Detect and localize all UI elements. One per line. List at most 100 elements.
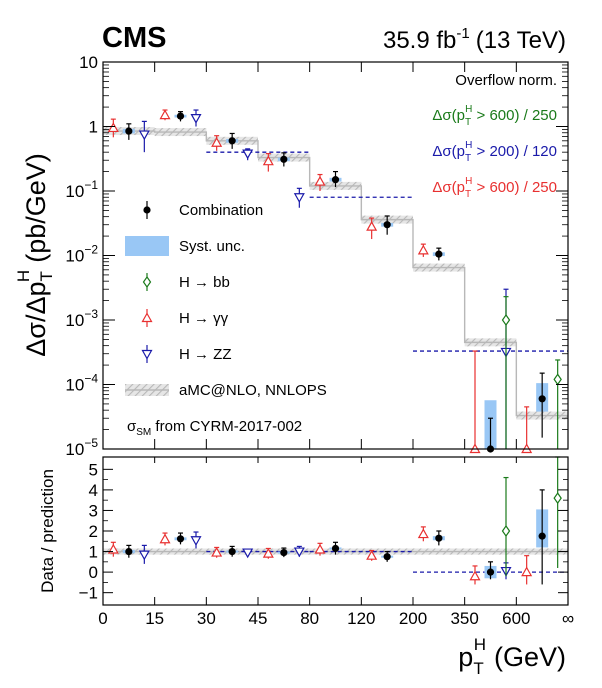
legend-sm-text: σ — [127, 418, 137, 435]
legend-hbb-label: H → bb — [179, 274, 230, 291]
energy-label: (13 TeV) — [476, 27, 566, 54]
luminosity-exponent: -1 — [456, 25, 469, 42]
legend-hzz-label: H → ZZ — [179, 346, 232, 363]
legend-hzz-marker — [141, 349, 153, 360]
legend-hzz-text: H → ZZ — [179, 346, 232, 363]
top-combination-point-bin-6 — [435, 250, 443, 258]
legend-entry-hzz: H → ZZ — [141, 345, 232, 363]
legend-combination-text: Combination — [179, 202, 263, 219]
overflow-note-0-rest: > 600) / 250 — [472, 107, 557, 124]
top-y-tick-base-6: 10 — [79, 53, 98, 72]
x-tick-label-8: 600 — [502, 609, 530, 628]
bottom-hgg-point-bin-2 — [211, 546, 223, 557]
legend-hbb-text: H → bb — [179, 274, 230, 291]
luminosity-label: 35.9 fb-1 (13 TeV) — [383, 25, 566, 54]
bottom-y-tick-label-3: 2 — [89, 522, 98, 541]
bottom-hgg-point-bin-5 — [366, 549, 378, 560]
top-panel-content — [103, 109, 568, 454]
top-hgg-point-bin-5 — [366, 220, 378, 231]
legend-entry-pred: aMC@NLO, NNLOPS — [125, 382, 327, 399]
top-hzz-point-bin-2 — [242, 149, 254, 160]
top-combination-point-bin-2 — [228, 137, 236, 145]
top-y-tick-exp-1: −4 — [84, 372, 98, 386]
top-hgg-point-bin-4 — [314, 175, 326, 186]
bottom-hgg-point-bin-7 — [469, 570, 481, 581]
top-y-tick-base-5: 1 — [89, 118, 98, 137]
top-hbb-point-bin-7 — [501, 313, 511, 327]
top-y-tick-exp-2: −3 — [84, 307, 98, 321]
top-y-tick-label-1: 10−4 — [65, 372, 98, 395]
top-hgg-point-bin-1 — [159, 109, 171, 120]
top-panel-y-axis-title: Δσ/ΔpTH(pb/GeV) — [14, 153, 56, 356]
top-hzz-point-bin-3 — [293, 193, 305, 203]
bottom-y-tick-label-4: 3 — [89, 501, 98, 520]
bottom-y-tick-label-1: 0 — [89, 563, 98, 582]
legend-sm-sub: SM — [136, 427, 151, 438]
overflow-note-2: Δσ(pTH > 600) / 250 — [432, 176, 557, 200]
legend-sm-label: σSM from CYRM-2017-002 — [127, 418, 302, 438]
top-hzz-point-bin-1 — [190, 113, 202, 124]
bottom-hgg-point-bin-6 — [417, 528, 429, 539]
top-combination-point-bin-3 — [280, 155, 288, 163]
legend-hgg-text: H → γγ — [179, 310, 229, 327]
legend-pred-text: aMC@NLO, NNLOPS — [179, 382, 327, 399]
x-tick-label-0: 0 — [98, 609, 107, 628]
bottom-hzz-point-bin-3 — [293, 547, 305, 558]
bottom-panel: −1 01 2 34 5 Data / prediction — [38, 456, 569, 606]
top-y-tick-label-3: 10−2 — [65, 243, 98, 266]
top-y-tick-base-0: 10 — [65, 440, 84, 459]
overflow-norm-label: Overflow norm. — [455, 72, 557, 89]
bottom-combination-point-bin-8 — [538, 532, 546, 540]
overflow-note-2-sup: H — [465, 176, 472, 187]
legend-entry-syst: Syst. unc. — [125, 236, 245, 256]
overflow-note-0: Δσ(pTH > 600) / 250 — [432, 104, 557, 128]
top-combination-point-bin-4 — [331, 176, 340, 184]
legend-syst-swatch — [125, 236, 169, 256]
x-tick-label-2: 30 — [197, 609, 216, 628]
top-hgg-point-bin-3 — [262, 155, 274, 166]
top-hzz-point-bin-0 — [138, 130, 150, 141]
x-tick-label-7: 350 — [450, 609, 478, 628]
top-y-tick-label-6: 10 — [79, 53, 98, 72]
top-y-tick-exp-4: −1 — [84, 178, 98, 192]
luminosity-value: 35.9 fb — [383, 27, 456, 54]
top-y-tick-label-5: 1 — [89, 118, 98, 137]
overflow-note-2-sub: T — [465, 189, 471, 200]
legend-entry-hbb: H → bb — [142, 273, 230, 291]
top-hgg-point-bin-6 — [417, 244, 429, 255]
top-hbb-point-bin-8 — [553, 373, 562, 386]
overflow-note-2-text: Δσ(p — [432, 179, 465, 196]
legend-syst-label: Syst. unc. — [179, 238, 245, 255]
legend-combination-label: Combination — [179, 202, 263, 219]
overflow-note-0-text: Δσ(p — [432, 107, 465, 124]
overflow-note-1-sub: T — [465, 153, 471, 164]
x-axis-title: pTH (GeV) — [458, 635, 566, 678]
x-tick-label-5: 120 — [347, 609, 375, 628]
top-y-tick-exp-0: −5 — [84, 436, 98, 450]
legend-hbb-marker — [142, 275, 152, 289]
experiment-label: CMS — [102, 22, 166, 54]
top-combination-point-bin-0 — [125, 127, 133, 135]
bottom-hgg-point-bin-4 — [314, 543, 326, 554]
top-hgg-point-bin-2 — [211, 137, 223, 147]
legend-sm-rest: from CYRM-2017-002 — [151, 418, 302, 435]
legend-entry-combination: Combination — [143, 201, 263, 219]
top-y-tick-base-4: 10 — [65, 182, 84, 201]
legend-entry-sm: σSM from CYRM-2017-002 — [127, 418, 302, 438]
header: CMS 35.9 fb-1 (13 TeV) — [102, 22, 566, 54]
top-y-tick-label-0: 10−5 — [65, 436, 98, 459]
bottom-y-tick-label-6: 5 — [89, 460, 98, 479]
overflow-note-2-rest: > 600) / 250 — [472, 179, 557, 196]
bottom-y-tick-label-5: 4 — [89, 481, 98, 500]
top-combination-point-bin-1 — [176, 112, 185, 120]
top-y-tick-label-2: 10−3 — [65, 307, 98, 330]
bottom-panel-axes: −1 01 2 34 5 — [79, 460, 568, 603]
x-tick-label-3: 45 — [249, 609, 268, 628]
bottom-hzz-point-bin-2 — [242, 548, 254, 559]
legend: Combination Syst. unc. H → bb H → γγ H → ZZ a… — [125, 201, 327, 438]
bottom-combination-point-bin-1 — [176, 535, 185, 543]
bottom-y-tick-label-2: 1 — [89, 543, 98, 562]
legend-entry-hgg: H → γγ — [141, 309, 229, 327]
